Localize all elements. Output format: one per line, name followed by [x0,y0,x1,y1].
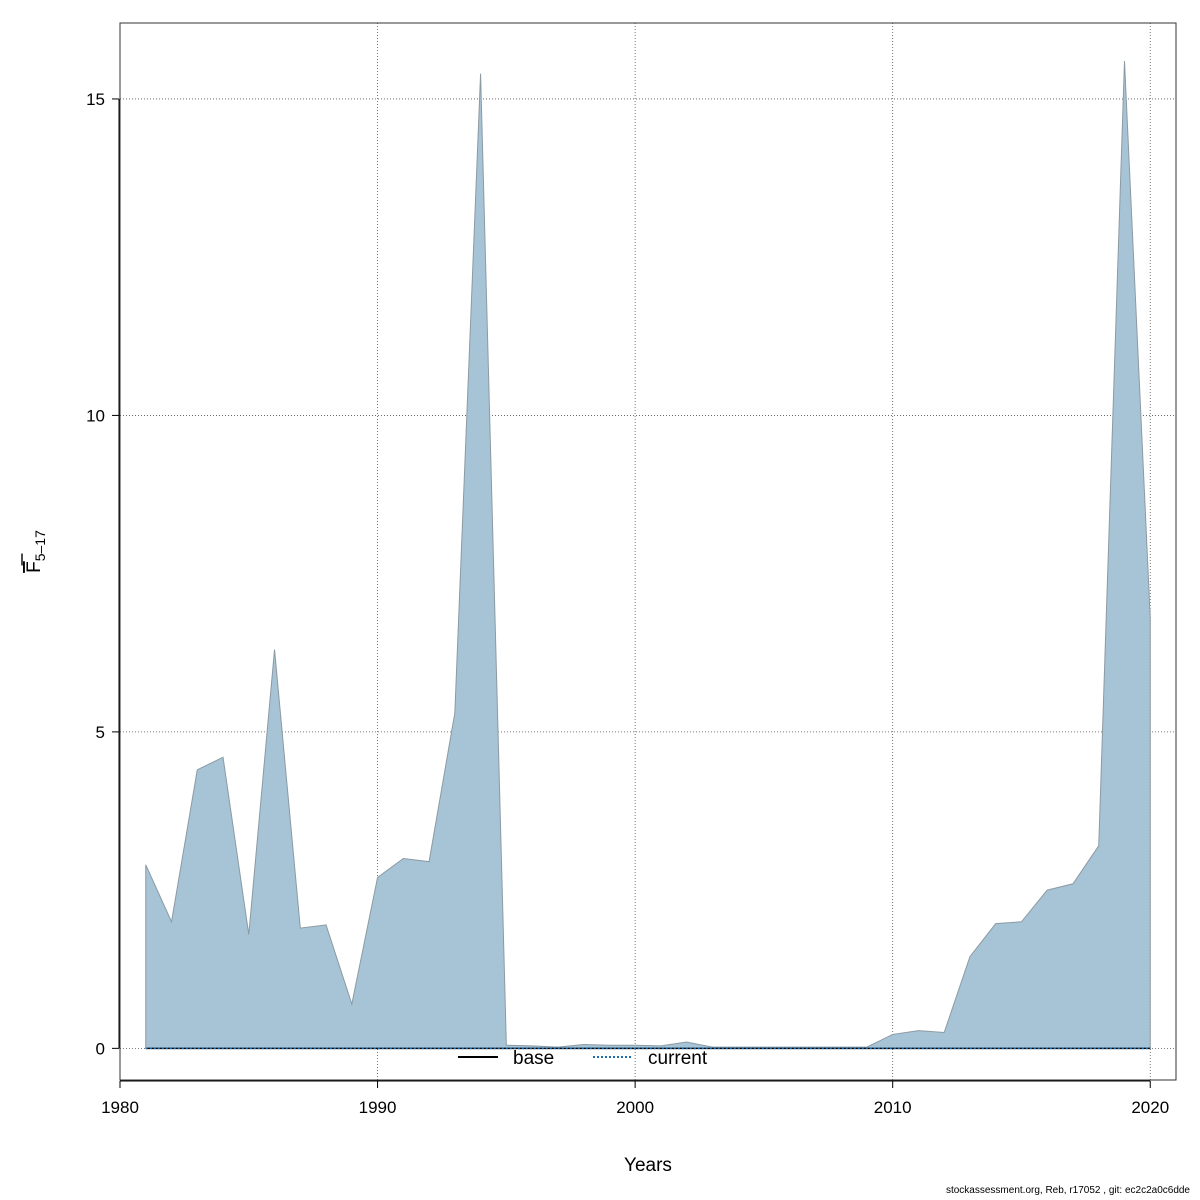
legend-label-current: current [648,1048,708,1069]
x-tick-label: 2010 [874,1098,912,1117]
y-tick-label: 10 [86,406,105,425]
y-axis: 0 5 10 15 [86,90,120,1058]
legend-label-base: base [513,1048,554,1069]
series-area-layer [145,60,1151,1049]
y-tick-label: 0 [96,1039,105,1058]
x-tick-label: 1990 [359,1098,397,1117]
y-axis-title-main: F [24,561,45,573]
x-axis: 1980 1990 2000 2010 2020 [101,1080,1169,1117]
series-area-base [145,60,1151,1049]
y-tick-label: 15 [86,90,105,109]
y-axis-title-text: F5–17 [24,530,48,573]
y-axis-title-subscript: 5–17 [32,530,48,561]
y-tick-label: 5 [96,723,105,742]
plot-frame [119,22,1177,1081]
x-tick-label: 2020 [1131,1098,1169,1117]
x-tick-label: 1980 [101,1098,139,1117]
x-axis-title: Years [624,1155,672,1176]
x-tick-label: 2000 [616,1098,654,1117]
legend: base current [458,1048,708,1069]
footer-credit: stockassessment.org, Reb, r17052 , git: … [945,1185,1190,1196]
y-axis-title: F5–17 [21,530,48,573]
